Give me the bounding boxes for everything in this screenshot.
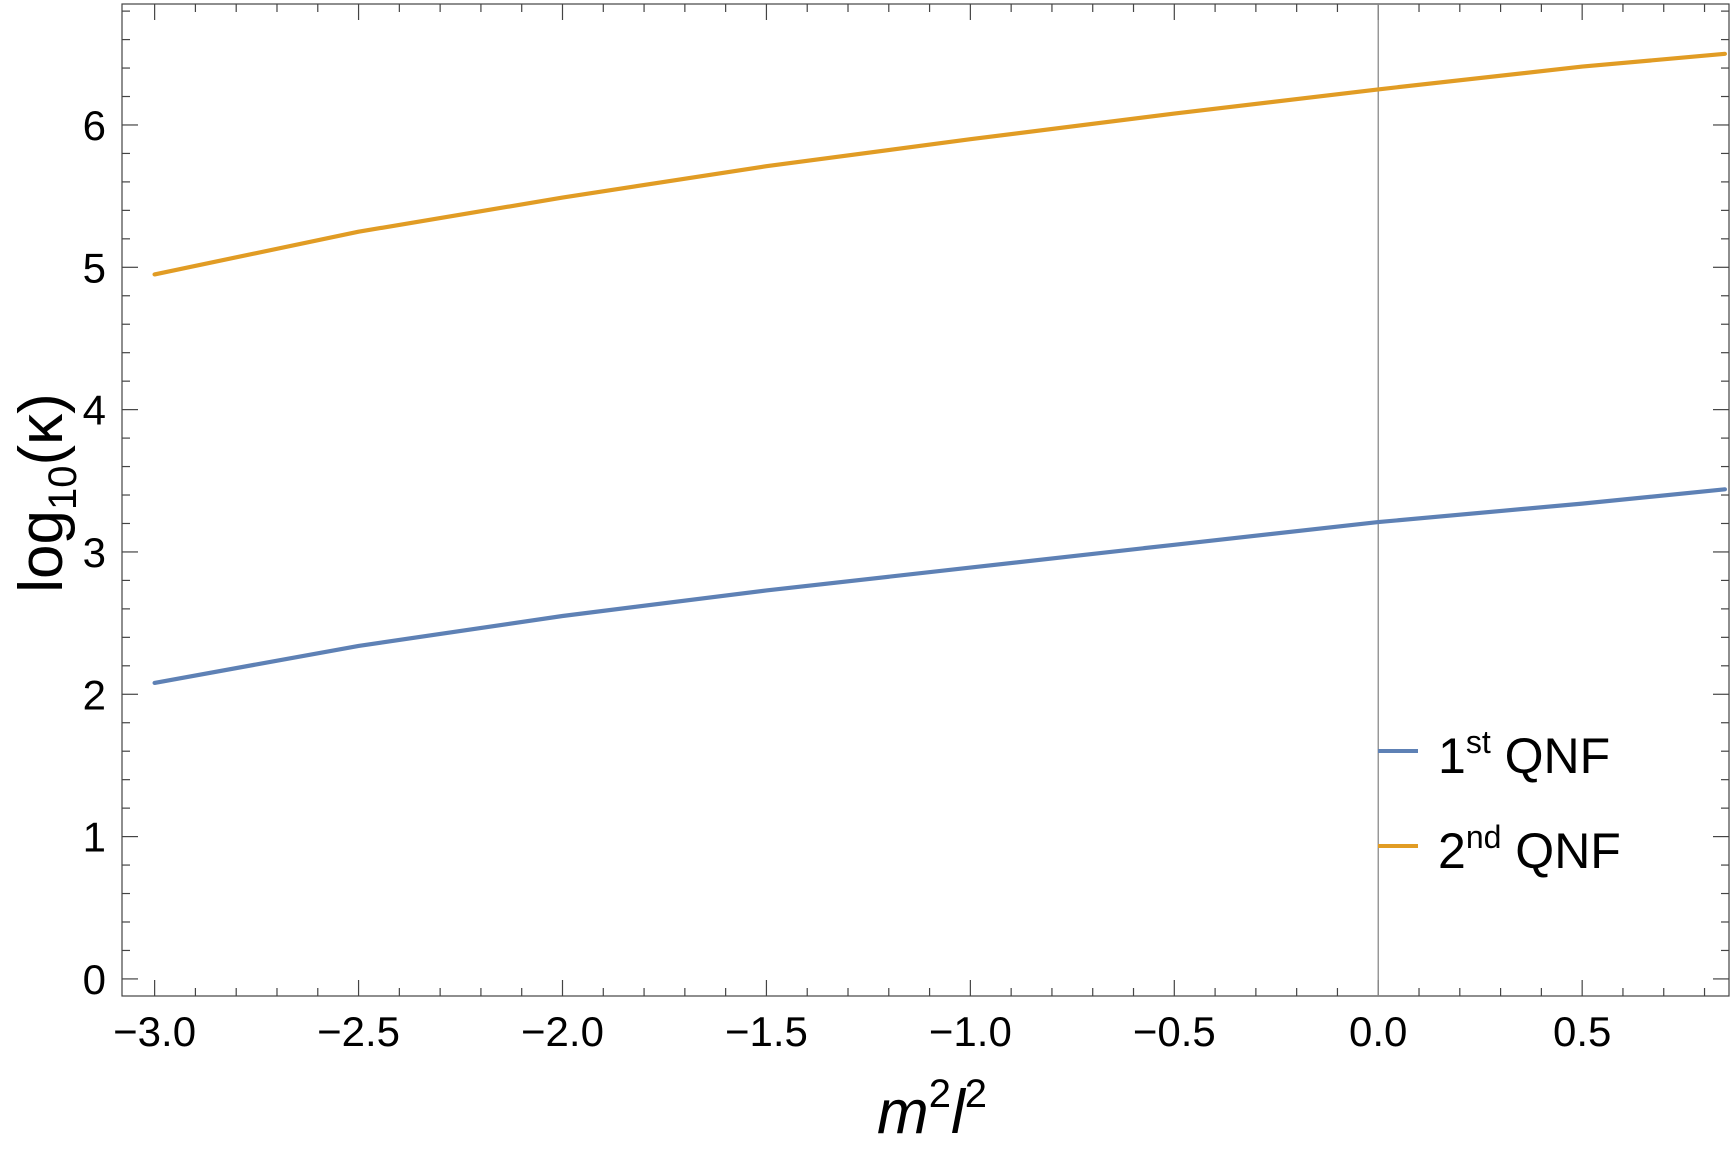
y-tick-label: 1 <box>83 814 106 861</box>
y-axis-title-sub: 10 <box>41 466 85 511</box>
legend-2nd-num: 2 <box>1438 823 1466 879</box>
x-axis-title-base1: m <box>877 1078 929 1147</box>
x-tick-label: −2.0 <box>521 1008 604 1055</box>
legend-2nd-rest: QNF <box>1501 823 1620 879</box>
x-axis-title-sup2: 2 <box>965 1072 987 1116</box>
legend-label-1st-qnf: 1st QNF <box>1438 724 1610 784</box>
legend: 1st QNF 2nd QNF <box>1378 724 1621 879</box>
y-tick-label: 0 <box>83 956 106 1003</box>
x-tick-label: −2.5 <box>317 1008 400 1055</box>
x-tick-label: −3.0 <box>113 1008 196 1055</box>
x-axis-title-sup1: 2 <box>929 1072 951 1116</box>
y-tick-label: 2 <box>83 671 106 718</box>
y-axis-title-func: log <box>7 510 76 593</box>
y-tick-label: 4 <box>83 387 106 434</box>
y-tick-labels: 0 1 2 3 4 5 6 <box>83 102 106 1003</box>
series-line-1st-qnf <box>152 487 1727 685</box>
x-axis-title-base2: l <box>951 1078 967 1147</box>
y-tick-label: 3 <box>83 529 106 576</box>
y-tick-label: 5 <box>83 244 106 291</box>
x-tick-label: −1.5 <box>725 1008 808 1055</box>
legend-1st-rest: QNF <box>1491 728 1610 784</box>
y-axis-title-arg: (κ) <box>7 393 76 465</box>
x-tick-labels: −3.0 −2.5 −2.0 −1.5 −1.0 −0.5 0.0 0.5 <box>113 1008 1611 1055</box>
x-tick-label: −1.0 <box>929 1008 1012 1055</box>
axis-ticks <box>122 4 1729 996</box>
x-tick-label: −0.5 <box>1133 1008 1216 1055</box>
x-tick-label: 0.0 <box>1349 1008 1407 1055</box>
x-axis-title: m2l2 <box>877 1072 987 1147</box>
series-lines <box>152 51 1727 685</box>
y-axis-title: log10(κ) <box>7 393 85 593</box>
plot-border <box>121 3 1730 997</box>
plot-frame <box>121 3 1730 997</box>
legend-1st-sup: st <box>1466 724 1491 760</box>
legend-2nd-sup: nd <box>1466 819 1502 855</box>
legend-1st-num: 1 <box>1438 728 1466 784</box>
y-tick-label: 6 <box>83 102 106 149</box>
legend-label-2nd-qnf: 2nd QNF <box>1438 819 1621 879</box>
series-line-2nd-qnf <box>152 51 1727 277</box>
x-tick-label: 0.5 <box>1553 1008 1611 1055</box>
